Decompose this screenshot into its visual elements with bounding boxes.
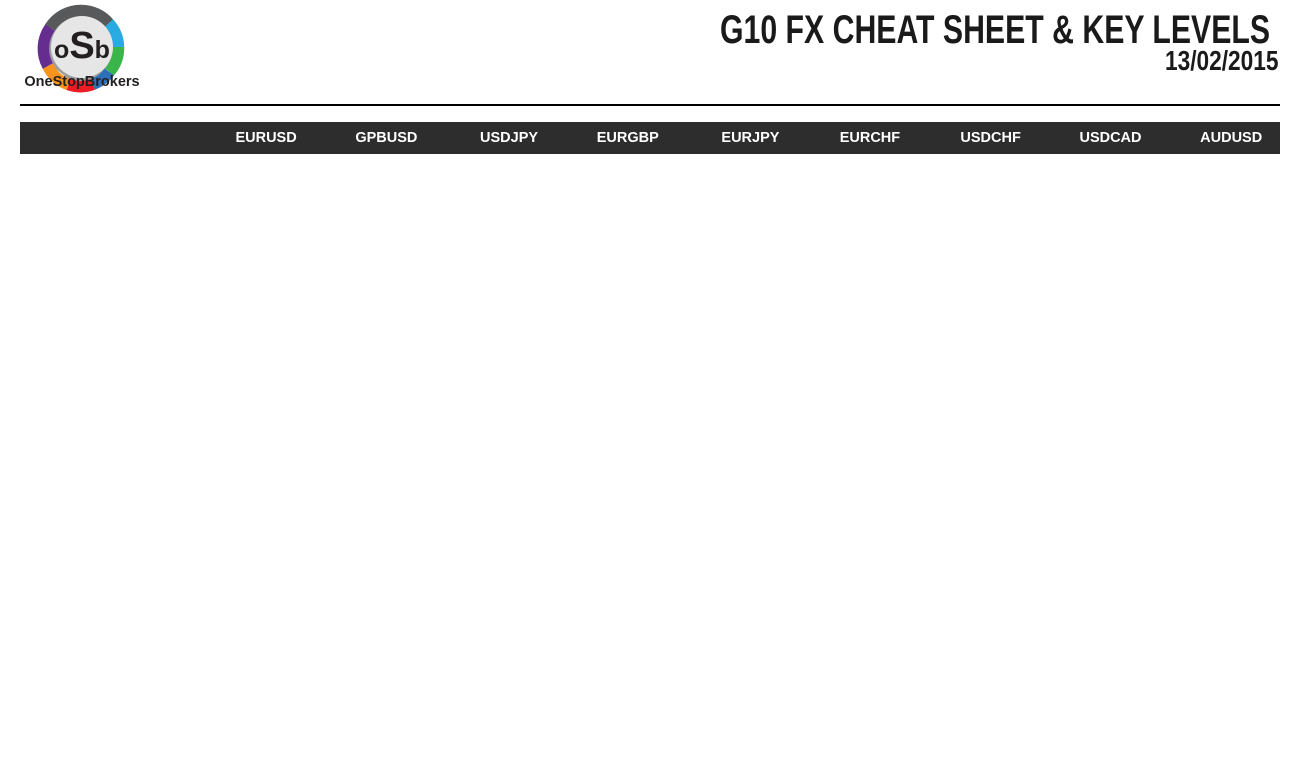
- svg-text:OneStopBrokers: OneStopBrokers: [24, 74, 139, 90]
